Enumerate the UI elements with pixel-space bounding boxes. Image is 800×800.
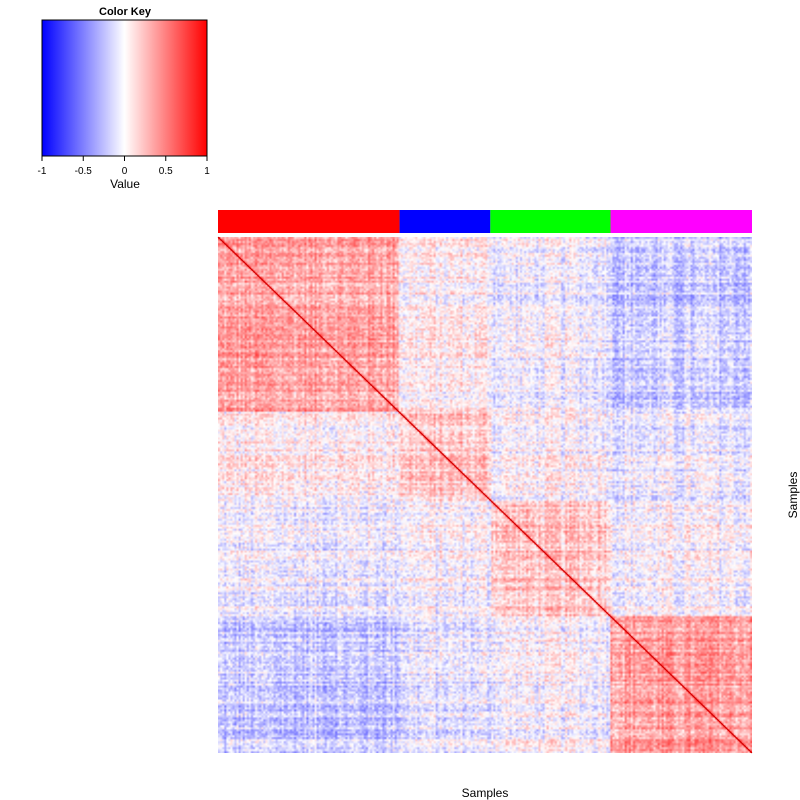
color-key-ticks: -1 -0.5 0 0.5 1	[38, 156, 210, 177]
color-key-title: Color Key	[99, 6, 152, 18]
color-key-tick-label: 0.5	[159, 166, 173, 177]
group-color-bar	[218, 210, 752, 233]
color-key-tick-label: -0.5	[75, 166, 93, 177]
color-key-tick-label: 0	[122, 166, 128, 177]
color-key-tick-label: -1	[38, 166, 47, 177]
group-color-segment	[610, 210, 752, 233]
y-axis-label: Samples	[786, 472, 800, 519]
color-key: Color Key -1 -0.5 0 0.5 1 Value	[38, 6, 211, 191]
group-color-segment	[490, 210, 611, 233]
group-color-segment	[399, 210, 491, 233]
color-key-tick-label: 1	[204, 166, 210, 177]
group-color-segment	[218, 210, 400, 233]
x-axis-label: Samples	[462, 786, 509, 800]
color-key-gradient	[41, 19, 208, 157]
color-key-value-label: Value	[110, 177, 140, 191]
heatmap	[217, 236, 753, 754]
heatmap-diagonal	[217, 236, 753, 754]
